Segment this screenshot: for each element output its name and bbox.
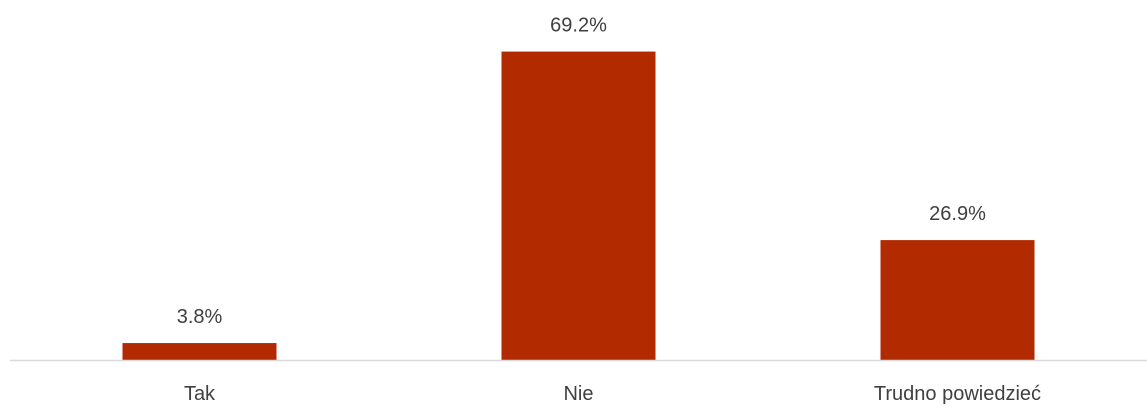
- bar-1: [501, 51, 656, 361]
- bars-layer: [122, 51, 1035, 361]
- value-label-0: 3.8%: [177, 306, 223, 328]
- value-label-2: 26.9%: [929, 203, 986, 225]
- category-labels-layer: Tak Nie Trudno powiedzieć: [184, 383, 1041, 405]
- value-labels-layer: 3.8% 69.2% 26.9%: [177, 15, 986, 328]
- bar-0: [122, 343, 277, 360]
- value-label-1: 69.2%: [550, 15, 607, 37]
- category-label-1: Nie: [563, 383, 593, 405]
- category-label-2: Trudno powiedzieć: [874, 383, 1041, 405]
- category-label-0: Tak: [184, 383, 216, 405]
- bar-2: [880, 240, 1035, 360]
